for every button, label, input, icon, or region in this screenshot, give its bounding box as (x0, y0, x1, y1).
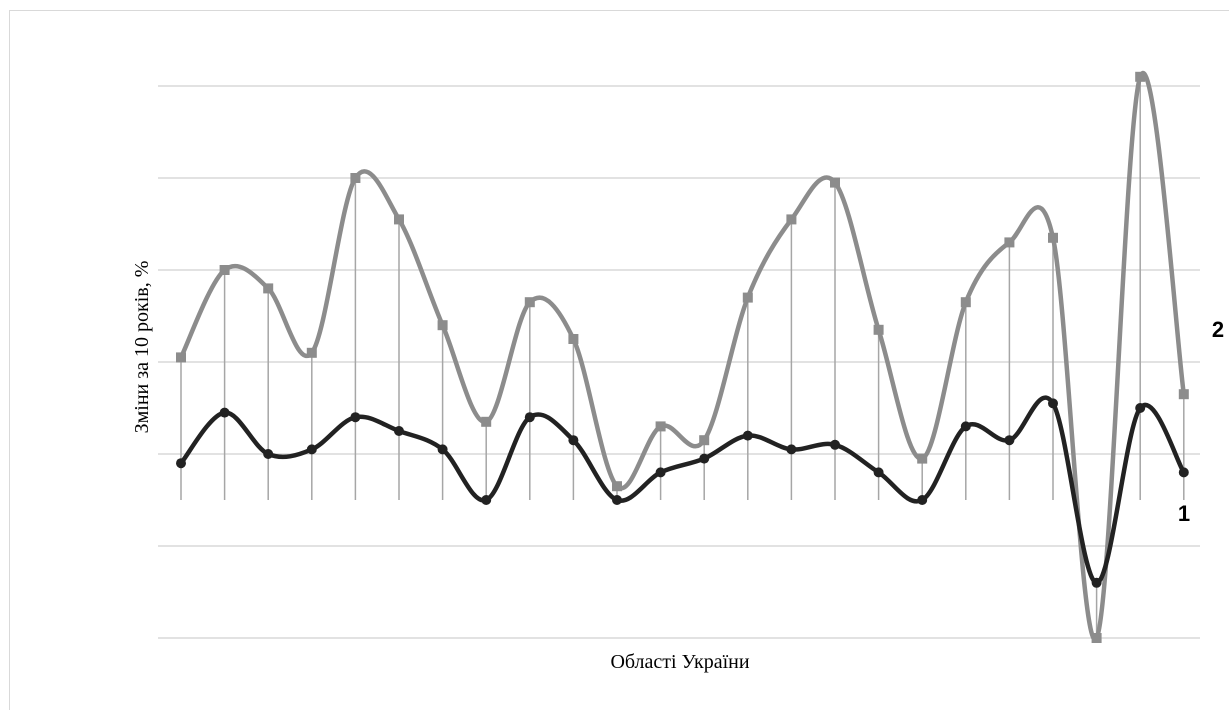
series-markers (176, 71, 1189, 643)
y-axis-label: Зміни за 10 років, % (131, 261, 153, 434)
series-2-point-8 (481, 416, 492, 427)
series-1-point-8 (481, 495, 492, 505)
x-axis-label: Області України (610, 651, 749, 673)
series-2-point-17 (873, 324, 884, 335)
series-1-point-6 (394, 426, 404, 436)
series-1-point-21 (1048, 398, 1058, 409)
series-1-point-20 (1004, 435, 1015, 446)
series-1-point-13 (699, 453, 710, 464)
series-1-point-2 (219, 407, 230, 418)
series-1-point-10 (568, 435, 579, 446)
series-2-point-21 (1048, 232, 1058, 243)
series-1-point-9 (524, 412, 535, 423)
series-2-point-20 (1004, 237, 1015, 248)
series-2-point-15 (786, 214, 797, 225)
series-1-point-5 (350, 412, 361, 423)
series-1-point-15 (786, 444, 797, 455)
series-lines (178, 71, 1187, 642)
series-2-point-12 (655, 421, 666, 432)
series-1-point-17 (873, 467, 884, 478)
chart-frame (9, 10, 1229, 710)
series-1-point-7 (437, 444, 448, 455)
series-2-point-23 (1135, 71, 1146, 82)
series-1-point-1 (176, 458, 186, 469)
series-2-point-11 (612, 481, 622, 492)
series-1-point-12 (655, 467, 666, 478)
series-1-point-18 (917, 495, 928, 505)
series-2-point-14 (742, 292, 753, 303)
gridlines (158, 85, 1200, 639)
series-line-1 (179, 395, 1186, 586)
series-2-point-16 (830, 177, 840, 188)
series-1-point-14 (742, 430, 753, 441)
series-2-point-2 (219, 265, 230, 275)
series-2-point-5 (350, 173, 361, 183)
series-1-point-22 (1091, 577, 1102, 588)
series-2-point-10 (568, 334, 579, 344)
series-2-point-19 (960, 297, 971, 308)
series-2-point-24 (1178, 389, 1189, 400)
series-1-point-19 (960, 421, 971, 432)
series-2-point-18 (917, 453, 928, 464)
series-1-point-3 (263, 449, 274, 459)
series-2-point-22 (1091, 633, 1102, 643)
series-2-point-13 (699, 435, 710, 446)
series-2-point-7 (437, 320, 448, 331)
series-1-point-24 (1178, 467, 1189, 478)
series-2-point-9 (524, 297, 535, 308)
series-2-point-4 (306, 347, 317, 358)
series-2-point-3 (263, 283, 274, 294)
series-1-point-23 (1135, 403, 1146, 413)
series-label-2: 2 (1212, 317, 1224, 342)
drop-lines (180, 76, 1185, 638)
series-2-point-1 (176, 352, 186, 363)
series-2-point-6 (394, 214, 404, 225)
series-1-point-16 (830, 439, 840, 450)
series-1-point-4 (306, 444, 317, 455)
series-line-2 (178, 71, 1187, 642)
series-1-point-11 (612, 495, 622, 505)
series-label-1: 1 (1178, 501, 1190, 526)
